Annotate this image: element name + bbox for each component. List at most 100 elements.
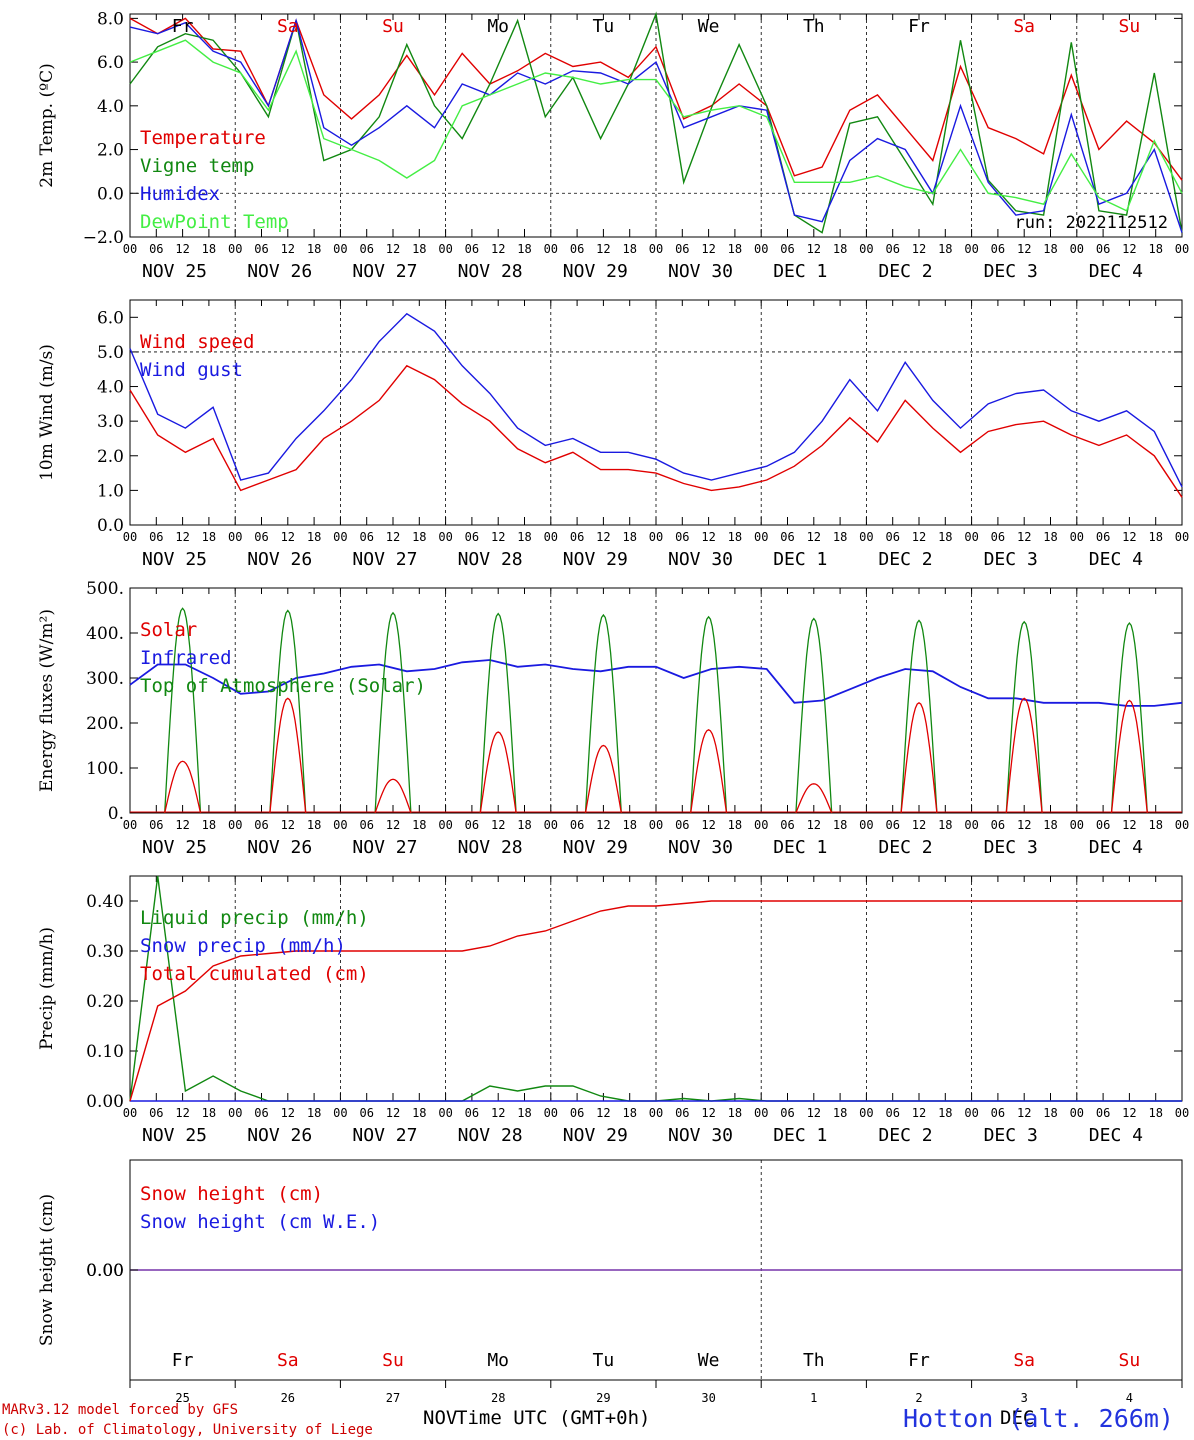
x-hour-label: 06	[991, 530, 1005, 544]
x-hour-label: 12	[386, 530, 400, 544]
x-hour-label: 00	[123, 818, 137, 832]
x-hour-label: 00	[123, 1106, 137, 1120]
x-hour-label: 12	[281, 530, 295, 544]
x-day-label: NOV 27	[352, 261, 417, 282]
weekday-label: Mo	[487, 16, 509, 37]
x-hour-label: 06	[780, 530, 794, 544]
x-hour-label: 12	[1122, 818, 1136, 832]
x-hour-label: 18	[622, 530, 636, 544]
x-hour-label: 12	[281, 242, 295, 256]
x-hour-label: 18	[622, 242, 636, 256]
x-hour-label: 18	[307, 530, 321, 544]
x-hour-label: 06	[675, 530, 689, 544]
x-hour-label: 12	[701, 530, 715, 544]
x-hour-label: 00	[333, 818, 347, 832]
bottom-day-number: 1	[810, 1391, 817, 1405]
series-total-cumulated-cm-	[129, 900, 1182, 1102]
bottom-weekday-label: Su	[382, 1350, 404, 1371]
y-tick-label: 0.0	[97, 184, 124, 204]
x-hour-label: 18	[1043, 530, 1057, 544]
x-hour-label: 18	[728, 1106, 742, 1120]
run-label: run: 2022112512	[1014, 213, 1168, 233]
x-day-label: NOV 26	[247, 1125, 312, 1146]
x-day-label: NOV 29	[563, 549, 628, 570]
y-axis-title: Snow height (cm)	[37, 1194, 57, 1346]
x-hour-label: 00	[438, 530, 452, 544]
x-hour-label: 06	[675, 1106, 689, 1120]
x-hour-label: 12	[701, 818, 715, 832]
x-hour-label: 18	[202, 818, 216, 832]
x-day-label: NOV 29	[563, 261, 628, 282]
weekday-label: Su	[382, 16, 404, 37]
model-credit: MARv3.12 model forced by GFS	[2, 1402, 238, 1418]
y-tick-label: 6.0	[97, 53, 124, 73]
x-hour-label: 06	[1096, 1106, 1110, 1120]
x-hour-label: 00	[333, 530, 347, 544]
x-hour-label: 18	[412, 818, 426, 832]
x-hour-label: 12	[175, 818, 189, 832]
x-day-label: DEC 4	[1089, 1125, 1143, 1146]
legend-solar: Solar	[140, 619, 197, 641]
bottom-weekday-label: Sa	[1013, 1350, 1035, 1371]
x-hour-label: 00	[754, 1106, 768, 1120]
x-hour-label: 12	[281, 1106, 295, 1120]
x-hour-label: 12	[596, 818, 610, 832]
x-hour-label: 00	[964, 530, 978, 544]
bottom-day-number: 29	[596, 1391, 610, 1405]
x-hour-label: 12	[491, 242, 505, 256]
x-hour-label: 06	[570, 530, 584, 544]
x-hour-label: 12	[912, 530, 926, 544]
x-day-label: NOV 28	[458, 1125, 523, 1146]
x-day-label: DEC 4	[1089, 261, 1143, 282]
x-hour-label: 00	[333, 1106, 347, 1120]
series-infrared	[129, 659, 1183, 707]
x-hour-label: 18	[307, 242, 321, 256]
x-hour-label: 00	[1175, 818, 1189, 832]
x-hour-label: 00	[1070, 530, 1084, 544]
x-hour-label: 06	[359, 818, 373, 832]
x-day-label: NOV 25	[142, 1125, 207, 1146]
x-hour-label: 18	[412, 1106, 426, 1120]
y-axis-title: 2m Temp. (ºC)	[37, 63, 57, 188]
x-hour-label: 06	[359, 530, 373, 544]
x-hour-label: 12	[1122, 242, 1136, 256]
x-hour-label: 18	[517, 1106, 531, 1120]
x-hour-label: 00	[859, 818, 873, 832]
y-tick-label: 4.0	[97, 97, 124, 117]
x-day-label: DEC 1	[773, 837, 827, 858]
x-day-label: NOV 28	[458, 261, 523, 282]
x-day-label: DEC 1	[773, 1125, 827, 1146]
x-hour-label: 06	[570, 1106, 584, 1120]
x-hour-label: 06	[780, 818, 794, 832]
x-hour-label: 00	[754, 530, 768, 544]
x-hour-label: 18	[728, 530, 742, 544]
x-day-label: NOV 27	[352, 837, 417, 858]
weekday-label: Th	[803, 16, 825, 37]
x-hour-label: 00	[1070, 242, 1084, 256]
y-tick-label: 0.10	[86, 1042, 124, 1062]
x-hour-label: 12	[596, 1106, 610, 1120]
legend-dewpoint-temp: DewPoint Temp	[140, 211, 289, 233]
weekday-label: Fr	[172, 16, 194, 37]
x-hour-label: 06	[885, 530, 899, 544]
x-hour-label: 12	[1017, 818, 1031, 832]
x-hour-label: 00	[649, 530, 663, 544]
bottom-weekday-label: Mo	[487, 1350, 509, 1371]
x-hour-label: 06	[991, 818, 1005, 832]
x-hour-label: 18	[833, 242, 847, 256]
x-day-label: DEC 3	[984, 1125, 1038, 1146]
x-hour-label: 18	[728, 818, 742, 832]
y-tick-label: 500.	[86, 579, 124, 599]
x-hour-label: 00	[649, 242, 663, 256]
bottom-weekday-label: Sa	[277, 1350, 299, 1371]
bottom-day-number: 28	[491, 1391, 505, 1405]
x-hour-label: 12	[596, 242, 610, 256]
x-hour-label: 06	[254, 818, 268, 832]
x-hour-label: 00	[228, 242, 242, 256]
x-hour-label: 00	[754, 818, 768, 832]
legend-humidex: Humidex	[140, 183, 220, 205]
x-hour-label: 12	[807, 1106, 821, 1120]
y-tick-label: 300.	[86, 669, 124, 689]
x-hour-label: 12	[807, 530, 821, 544]
bottom-weekday-label: Fr	[908, 1350, 930, 1371]
